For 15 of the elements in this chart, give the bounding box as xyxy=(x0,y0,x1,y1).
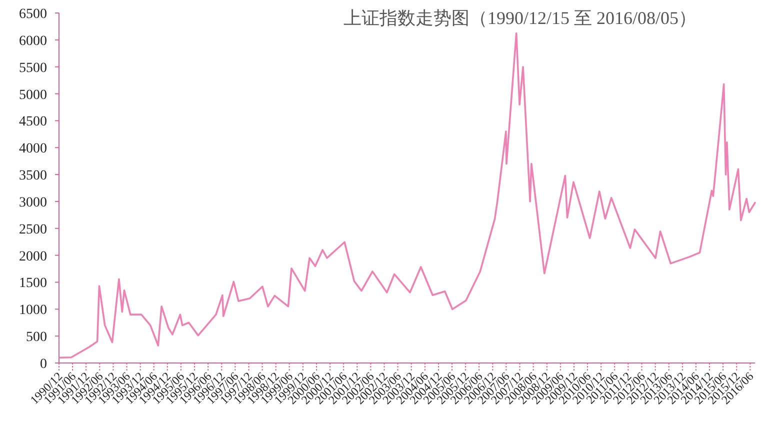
y-tick-label: 4000 xyxy=(19,142,47,157)
y-tick-label: 500 xyxy=(26,330,47,346)
y-tick-label: 1000 xyxy=(19,303,47,318)
y-tick-label: 1500 xyxy=(19,276,47,292)
y-tick-label: 3000 xyxy=(19,195,47,210)
y-tick-label: 2500 xyxy=(19,222,47,238)
y-tick-label: 3500 xyxy=(19,168,47,184)
y-tick-label: 0 xyxy=(40,357,47,372)
y-tick-label: 6000 xyxy=(19,34,47,49)
y-tick-label: 6500 xyxy=(19,7,47,22)
y-tick-label: 5000 xyxy=(19,88,47,103)
chart-title: 上证指数走势图（1990/12/15 至 2016/08/05） xyxy=(343,8,697,28)
y-tick-label: 5500 xyxy=(19,60,47,76)
y-tick-label: 2000 xyxy=(19,249,47,264)
y-tick-label: 4500 xyxy=(19,114,47,130)
